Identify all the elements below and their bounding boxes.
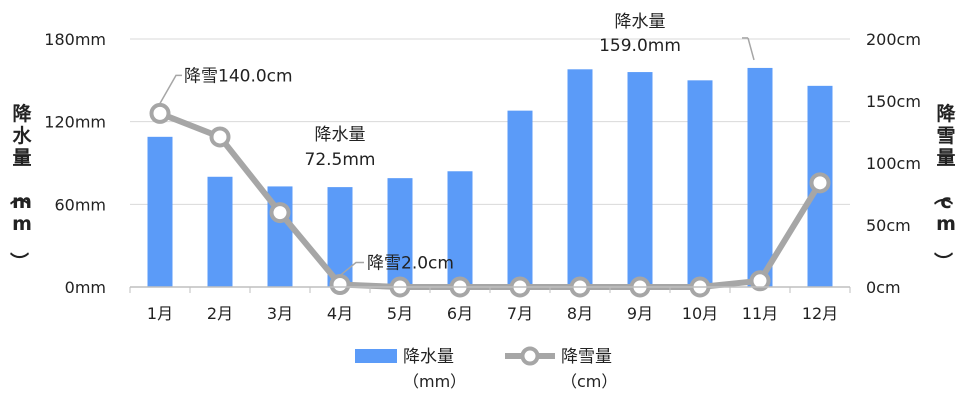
bar — [447, 171, 473, 287]
legend-label: 降雪量 — [561, 347, 612, 367]
legend-unit: （mm） — [403, 372, 466, 391]
snow-point — [209, 126, 231, 148]
x-tick-label: 11月 — [742, 304, 778, 323]
left-tick-label: 60mm — [54, 195, 106, 214]
line-series — [149, 102, 831, 298]
legend-swatch-marker — [520, 346, 540, 366]
annotation-value: 72.5mm — [305, 150, 376, 170]
right-tick-label: 200cm — [866, 30, 921, 49]
bar — [687, 80, 713, 287]
left-tick-label: 0mm — [65, 278, 106, 297]
bar — [207, 176, 233, 287]
right-tick-label: 50cm — [866, 216, 911, 235]
bar — [387, 178, 413, 287]
annotation-label: 降雪140.0cm — [184, 66, 293, 86]
bar — [627, 72, 653, 287]
annotation-value: 159.0mm — [599, 36, 681, 56]
leader-line — [339, 261, 364, 277]
right-tick-label: 150cm — [866, 92, 921, 111]
legend: 降水量 （mm） 降雪量 （cm） — [355, 346, 617, 391]
annotation-label: 降雪2.0cm — [367, 254, 454, 274]
left-axis: 0mm 60mm 120mm 180mm — [44, 30, 106, 297]
annotations: 降雪140.0cm 降水量 72.5mm 降雪2.0cm 降水量 159.0mm — [159, 12, 755, 277]
x-tick-label: 6月 — [447, 304, 473, 323]
right-axis-title: 降雪量（c m） — [931, 102, 956, 271]
snow-point — [809, 172, 831, 194]
x-axis: 1月 2月 3月 4月 5月 6月 7月 8月 9月 10月 11月 12月 — [129, 286, 851, 323]
left-tick-label: 120mm — [44, 113, 106, 132]
x-tick-label: 10月 — [682, 304, 718, 323]
bar-series — [147, 67, 833, 288]
x-tick-label: 12月 — [802, 304, 838, 323]
bar — [567, 69, 593, 287]
x-tick-label: 9月 — [627, 304, 653, 323]
right-axis: 0cm 50cm 100cm 150cm 200cm — [866, 30, 921, 297]
right-tick-label: 100cm — [866, 154, 921, 173]
gridlines — [130, 38, 850, 205]
legend-unit: （cm） — [561, 372, 617, 391]
leader-line — [747, 37, 755, 61]
snow-point — [329, 274, 351, 296]
snow-point — [269, 202, 291, 224]
bar — [507, 110, 533, 288]
x-tick-label: 3月 — [267, 304, 293, 323]
snow-point — [149, 102, 171, 124]
legend-label: 降水量 — [403, 347, 454, 367]
x-tick-label: 2月 — [207, 304, 233, 323]
annotation-label: 降水量 — [615, 12, 666, 32]
legend-swatch-bar — [355, 349, 397, 363]
annotation-label: 降水量 — [315, 125, 366, 145]
snow-line — [158, 110, 823, 290]
leader-line — [159, 74, 182, 104]
left-tick-label: 180mm — [44, 30, 106, 49]
x-tick-label: 5月 — [387, 304, 413, 323]
x-tick-label: 7月 — [507, 304, 533, 323]
bar — [747, 67, 773, 287]
bar — [147, 136, 173, 287]
x-tick-label: 4月 — [327, 304, 353, 323]
right-tick-label: 0cm — [866, 278, 901, 297]
axis-titles: 降水量（m m ） 降雪量（c m） — [7, 102, 956, 271]
left-axis-title: 降水量（m m） — [7, 102, 32, 271]
x-tick-label: 8月 — [567, 304, 593, 323]
x-tick-label: 1月 — [147, 304, 173, 323]
snow-point — [749, 270, 771, 292]
